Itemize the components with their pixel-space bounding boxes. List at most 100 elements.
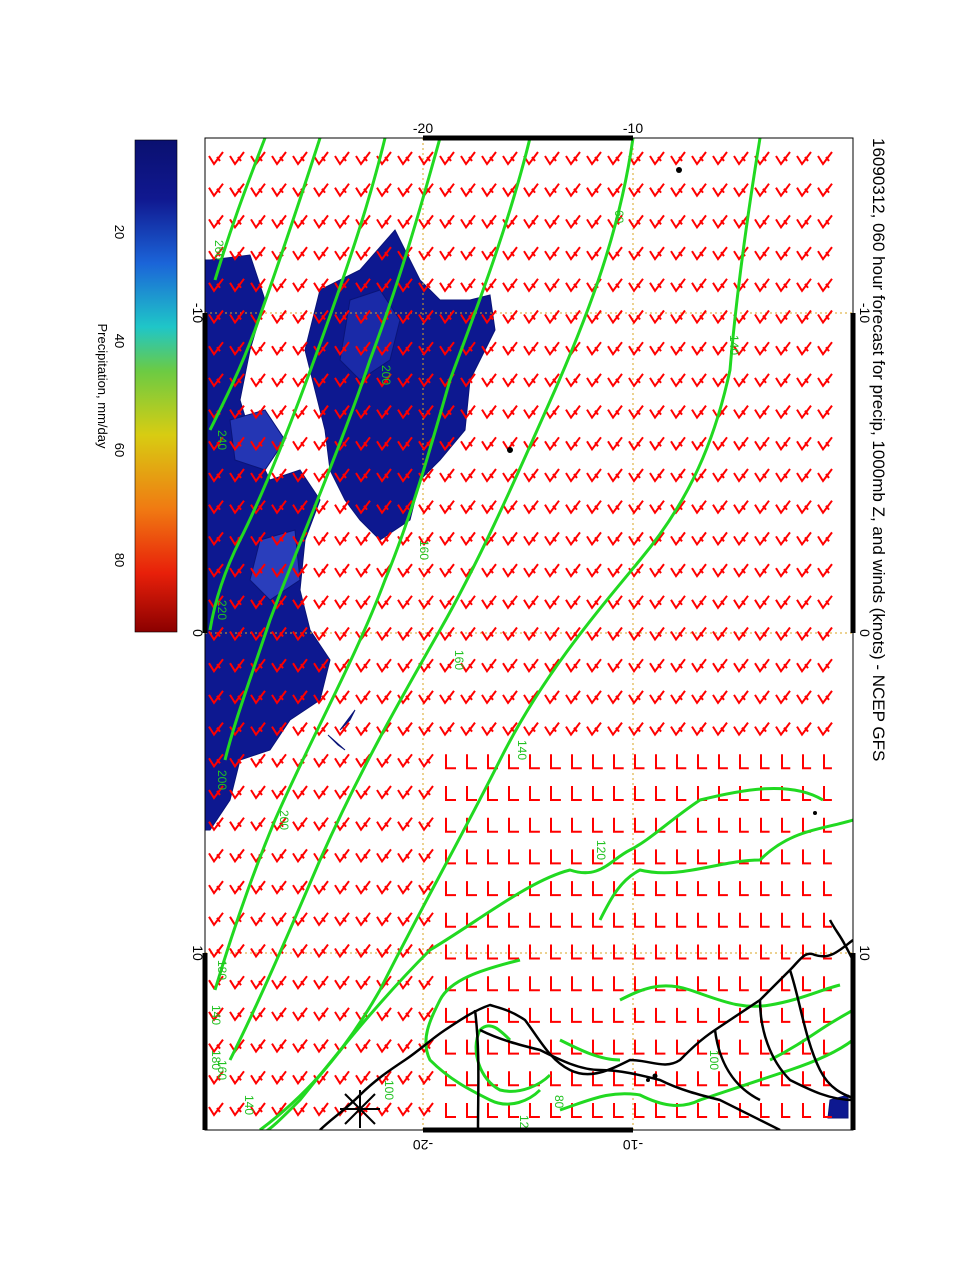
wind-barb	[775, 309, 791, 325]
left-tick-label: 0	[190, 629, 206, 637]
wind-barb	[292, 246, 308, 261]
wind-barb	[823, 912, 832, 928]
wind-barb	[571, 881, 582, 897]
wind-barb	[439, 183, 455, 198]
wind-barb	[502, 563, 518, 578]
wind-barb	[355, 975, 371, 990]
wind-barb	[775, 690, 791, 705]
wind-barb	[487, 817, 498, 833]
wind-barb	[733, 531, 749, 547]
wind-barb	[460, 405, 476, 420]
wind-barb	[487, 786, 498, 801]
wind-barb	[649, 595, 665, 610]
wind-barb	[271, 595, 287, 610]
wind-barb	[376, 595, 392, 610]
wind-barb	[565, 722, 581, 737]
wind-barb	[292, 1007, 308, 1022]
wind-barb	[418, 626, 434, 642]
wind-barb	[334, 468, 350, 483]
wind-barb	[334, 531, 350, 547]
wind-barb	[691, 531, 707, 547]
wind-barb	[712, 214, 728, 230]
wind-barb	[712, 341, 728, 356]
wind-barb	[208, 690, 224, 705]
right-tick-label: 0	[857, 629, 873, 637]
wind-barbs	[208, 151, 833, 1118]
wind-barb	[628, 278, 644, 293]
wind-barb	[796, 405, 812, 420]
wind-barb	[355, 1039, 371, 1054]
wind-barb	[208, 500, 224, 515]
precip-areas	[205, 229, 849, 1119]
wind-barb	[229, 817, 245, 832]
wind-barb	[607, 373, 623, 388]
wind-barb	[271, 531, 287, 547]
wind-barb	[460, 246, 476, 261]
wind-barb	[592, 754, 603, 770]
wind-barb	[313, 817, 329, 832]
wind-barb	[592, 1103, 603, 1118]
wind-barb	[676, 1103, 687, 1118]
wind-barb	[397, 151, 413, 166]
wind-barb	[775, 278, 791, 293]
wind-barb	[481, 500, 497, 515]
wind-barb	[466, 786, 477, 801]
wind-barb	[670, 405, 686, 420]
wind-barb	[481, 722, 497, 737]
wind-barb	[565, 246, 581, 261]
wind-barb	[445, 881, 456, 897]
wind-barb	[334, 214, 350, 230]
wind-barb	[796, 690, 812, 705]
wind-barb	[823, 1007, 832, 1023]
wind-barb	[397, 753, 413, 769]
contour-line	[208, 138, 322, 431]
wind-barb	[607, 690, 623, 705]
wind-barb	[760, 817, 770, 833]
wind-barb	[502, 373, 518, 388]
wind-barb	[529, 1039, 540, 1055]
wind-barb	[691, 722, 707, 737]
wind-barb	[628, 658, 644, 673]
wind-barb	[313, 722, 329, 737]
wind-barb	[523, 373, 539, 388]
wind-barb	[628, 405, 644, 420]
wind-barb	[628, 183, 644, 198]
wind-barb	[376, 214, 392, 230]
wind-barb	[334, 309, 350, 325]
wind-barb	[712, 151, 728, 166]
wind-barb	[649, 341, 665, 356]
wind-barb	[676, 1007, 687, 1023]
wind-barb	[781, 912, 791, 928]
wind-barb	[397, 1070, 413, 1086]
wind-barb	[775, 214, 791, 230]
wind-barb	[712, 658, 728, 673]
wind-barb	[586, 563, 602, 578]
top-tick-label: -20	[413, 120, 433, 136]
wind-barb	[466, 849, 477, 865]
wind-barb	[670, 468, 686, 483]
wind-barb	[775, 246, 791, 261]
wind-barb	[796, 246, 812, 261]
wind-barb	[592, 944, 603, 960]
bottom-tick-label: -10	[623, 1137, 643, 1153]
wind-barb	[292, 785, 308, 800]
wind-barb	[529, 1007, 540, 1023]
wind-barb	[586, 722, 602, 737]
wind-barb	[544, 341, 560, 356]
wind-barb	[817, 690, 833, 705]
wind-barb	[754, 436, 770, 452]
wind-barb	[313, 278, 329, 293]
wind-barb	[313, 753, 329, 769]
wind-barb	[754, 214, 770, 230]
wind-barb	[613, 912, 624, 928]
wind-barb	[502, 690, 518, 705]
wind-barb	[271, 278, 287, 293]
wind-barb	[634, 754, 645, 770]
wind-barb	[397, 1007, 413, 1022]
wind-barb	[649, 468, 665, 483]
wind-barb	[613, 1007, 624, 1023]
contour-line	[559, 1038, 621, 1062]
wind-barb	[250, 405, 266, 420]
contour-label: 240	[215, 430, 229, 450]
wind-barb	[313, 912, 329, 927]
